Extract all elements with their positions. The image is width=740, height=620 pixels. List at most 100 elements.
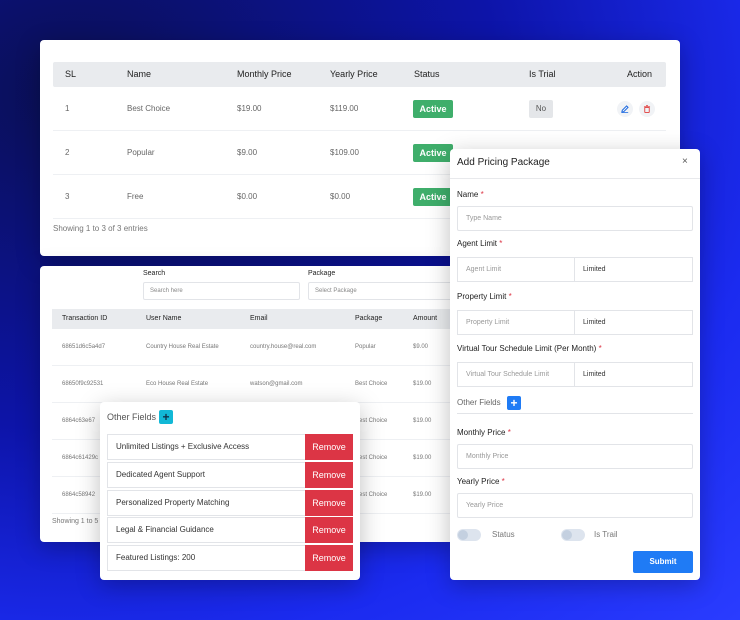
search-input[interactable]: Search here	[143, 282, 300, 300]
cell-monthly: $9.00	[237, 148, 258, 157]
required-mark: *	[501, 477, 505, 486]
cell-yearly: $0.00	[330, 192, 351, 201]
cell-package: Best Choice	[355, 492, 388, 498]
field-input[interactable]: Featured Listings: 200	[107, 545, 305, 571]
col-status: Status	[414, 69, 440, 79]
cell-amount: $19.00	[413, 381, 432, 387]
transactions-table-header: Transaction ID User Name Email Package A…	[52, 309, 460, 329]
pencil-icon	[621, 105, 629, 113]
cell-sl: 1	[65, 104, 70, 113]
yearly-price-input[interactable]: Yearly Price	[457, 493, 693, 518]
add-pricing-package-modal: Add Pricing Package × Name * Type Name A…	[450, 149, 700, 580]
agent-limit-label-text: Agent Limit	[457, 239, 498, 248]
pagination-info: Showing 1 to 5	[52, 518, 99, 525]
cell-sl: 3	[65, 192, 70, 201]
cell-package: Best Choice	[355, 455, 388, 461]
col-user-name: User Name	[146, 315, 182, 322]
required-mark: *	[507, 428, 511, 437]
trash-icon	[643, 105, 651, 113]
other-fields-title: Other Fields	[107, 412, 157, 422]
col-transaction-id: Transaction ID	[62, 315, 108, 322]
field-row: Personalized Property Matching Remove	[107, 490, 353, 516]
name-label: Name *	[457, 190, 484, 199]
cell-transaction-id: 6864c63e67	[62, 418, 96, 424]
trial-toggle-label: Is Trail	[594, 530, 618, 539]
cell-email: watson@gmail.com	[250, 381, 303, 387]
property-limit-group: Property Limit Limited	[457, 310, 693, 335]
delete-button[interactable]	[639, 101, 655, 117]
property-limit-label-text: Property Limit	[457, 292, 507, 301]
cell-name: Popular	[127, 148, 155, 157]
property-limit-input[interactable]: Property Limit	[457, 310, 575, 335]
remove-button[interactable]: Remove	[305, 462, 353, 488]
divider	[450, 178, 700, 179]
table-row: 68651d6c5a4d7 Country House Real Estate …	[52, 329, 460, 366]
cell-amount: $19.00	[413, 455, 432, 461]
toggle-knob	[562, 530, 572, 540]
tour-limit-group: Virtual Tour Schedule Limit Limited	[457, 362, 693, 387]
cell-transaction-id: 68651d6c5a4d7	[62, 344, 106, 350]
trial-toggle[interactable]	[561, 529, 585, 541]
col-name: Name	[127, 69, 152, 79]
field-input[interactable]: Unlimited Listings + Exclusive Access	[107, 434, 305, 460]
pricing-table-panel: SL Name Monthly Price Yearly Price Statu…	[40, 40, 680, 256]
yearly-price-label: Yearly Price *	[457, 477, 505, 486]
other-fields-panel: Other Fields + Unlimited Listings + Excl…	[100, 402, 360, 580]
property-limit-label: Property Limit *	[457, 292, 512, 301]
cell-transaction-id: 68650f9c92531	[62, 381, 104, 387]
remove-button[interactable]: Remove	[305, 490, 353, 516]
col-package: Package	[355, 315, 383, 322]
name-input[interactable]: Type Name	[457, 206, 693, 231]
close-icon[interactable]: ×	[682, 156, 688, 167]
add-field-button[interactable]: +	[159, 410, 173, 424]
field-input[interactable]: Personalized Property Matching	[107, 490, 305, 516]
cell-yearly: $119.00	[330, 104, 359, 113]
cell-yearly: $109.00	[330, 148, 359, 157]
cell-user-name: Country House Real Estate	[146, 344, 219, 350]
col-monthly-price: Monthly Price	[237, 69, 292, 79]
col-action: Action	[627, 69, 653, 79]
tour-limit-label-text: Virtual Tour Schedule Limit (Per Month)	[457, 344, 597, 353]
cell-sl: 2	[65, 148, 70, 157]
yearly-price-label-text: Yearly Price	[457, 477, 500, 486]
monthly-price-label: Monthly Price *	[457, 428, 511, 437]
remove-button[interactable]: Remove	[305, 434, 353, 460]
status-badge[interactable]: Active	[413, 144, 453, 162]
search-label: Search	[143, 270, 166, 277]
status-badge[interactable]: Active	[413, 100, 453, 118]
monthly-price-input[interactable]: Monthly Price	[457, 444, 693, 469]
name-label-text: Name	[457, 190, 479, 199]
col-yearly-price: Yearly Price	[330, 69, 378, 79]
agent-limit-input[interactable]: Agent Limit	[457, 257, 575, 282]
cell-transaction-id: 6864c61429c	[62, 455, 99, 461]
status-badge[interactable]: Active	[413, 188, 453, 206]
cell-monthly: $19.00	[237, 104, 262, 113]
tour-limit-type-select[interactable]: Limited	[575, 362, 693, 387]
field-row: Legal & Financial Guidance Remove	[107, 517, 353, 543]
status-toggle[interactable]	[457, 529, 481, 541]
table-row: 1 Best Choice $19.00 $119.00 Active No	[53, 87, 666, 131]
table-row: 3 Free $0.00 $0.00 Active	[53, 175, 666, 219]
field-row: Unlimited Listings + Exclusive Access Re…	[107, 434, 353, 460]
package-select[interactable]: Select Package	[308, 282, 460, 300]
cell-package: Best Choice	[355, 381, 388, 387]
edit-button[interactable]	[617, 101, 633, 117]
add-other-field-button[interactable]: +	[507, 396, 521, 410]
field-input[interactable]: Legal & Financial Guidance	[107, 517, 305, 543]
required-mark: *	[508, 292, 512, 301]
remove-button[interactable]: Remove	[305, 517, 353, 543]
table-row: 68650f9c92531 Eco House Real Estate wats…	[52, 366, 460, 403]
col-email: Email	[250, 315, 268, 322]
col-sl: SL	[65, 69, 77, 79]
remove-button[interactable]: Remove	[305, 545, 353, 571]
agent-limit-type-select[interactable]: Limited	[575, 257, 693, 282]
property-limit-type-select[interactable]: Limited	[575, 310, 693, 335]
field-input[interactable]: Dedicated Agent Support	[107, 462, 305, 488]
divider	[457, 413, 693, 414]
package-label: Package	[308, 270, 336, 277]
cell-name: Best Choice	[127, 104, 171, 113]
cell-transaction-id: 6864c58942	[62, 492, 96, 498]
tour-limit-input[interactable]: Virtual Tour Schedule Limit	[457, 362, 575, 387]
table-row: 2 Popular $9.00 $109.00 Active	[53, 131, 666, 175]
submit-button[interactable]: Submit	[633, 551, 693, 573]
